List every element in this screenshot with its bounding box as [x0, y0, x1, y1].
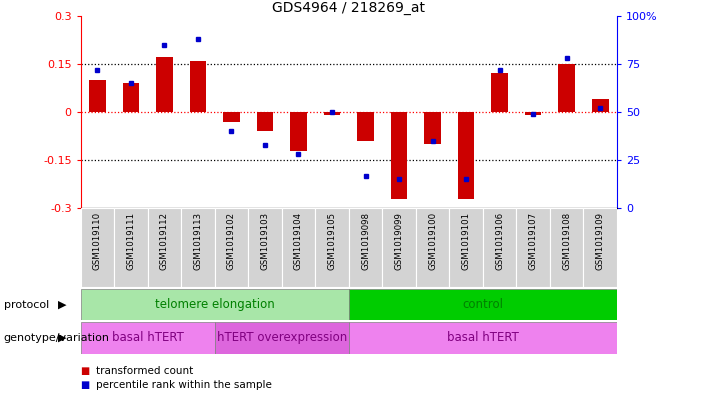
Bar [81, 322, 215, 354]
Text: GSM1019113: GSM1019113 [193, 212, 203, 270]
Bar [189, 61, 206, 112]
Text: GSM1019104: GSM1019104 [294, 212, 303, 270]
Bar [89, 80, 106, 112]
Bar [424, 112, 441, 144]
Text: GSM1019105: GSM1019105 [327, 212, 336, 270]
Text: GSM1019098: GSM1019098 [361, 212, 370, 270]
Bar [290, 112, 307, 151]
Bar [81, 289, 349, 320]
Bar [458, 112, 475, 198]
Bar [248, 208, 282, 287]
Text: genotype/variation: genotype/variation [4, 333, 109, 343]
Text: percentile rank within the sample: percentile rank within the sample [96, 380, 272, 390]
Text: basal hTERT: basal hTERT [447, 331, 519, 345]
Bar [382, 208, 416, 287]
Bar [357, 112, 374, 141]
Bar [114, 208, 148, 287]
Text: transformed count: transformed count [96, 366, 193, 376]
Text: GSM1019101: GSM1019101 [461, 212, 470, 270]
Bar [349, 289, 617, 320]
Bar [525, 112, 541, 115]
Text: protocol: protocol [4, 299, 49, 310]
Bar [449, 208, 483, 287]
Text: GSM1019100: GSM1019100 [428, 212, 437, 270]
Text: basal hTERT: basal hTERT [111, 331, 184, 345]
Bar [416, 208, 449, 287]
Text: GSM1019108: GSM1019108 [562, 212, 571, 270]
Bar [315, 208, 349, 287]
Bar [558, 64, 575, 112]
Bar [282, 208, 315, 287]
Text: ■: ■ [81, 366, 90, 376]
Text: GSM1019109: GSM1019109 [596, 212, 605, 270]
Bar [592, 99, 608, 112]
Bar [349, 322, 617, 354]
Bar [550, 208, 583, 287]
Bar [483, 208, 517, 287]
Bar [390, 112, 407, 198]
Bar [223, 112, 240, 121]
Text: GSM1019106: GSM1019106 [495, 212, 504, 270]
Bar [215, 322, 349, 354]
Text: GSM1019102: GSM1019102 [227, 212, 236, 270]
Text: GSM1019107: GSM1019107 [529, 212, 538, 270]
Bar [491, 73, 508, 112]
Text: ▶: ▶ [58, 333, 67, 343]
Text: GSM1019110: GSM1019110 [93, 212, 102, 270]
Text: GSM1019099: GSM1019099 [395, 212, 404, 270]
Bar [324, 112, 341, 115]
Text: GSM1019103: GSM1019103 [261, 212, 269, 270]
Bar [81, 208, 114, 287]
Text: GSM1019112: GSM1019112 [160, 212, 169, 270]
Bar [257, 112, 273, 131]
Title: GDS4964 / 218269_at: GDS4964 / 218269_at [272, 1, 426, 15]
Bar [156, 57, 172, 112]
Bar [517, 208, 550, 287]
Bar [181, 208, 215, 287]
Text: telomere elongation: telomere elongation [155, 298, 275, 311]
Text: ■: ■ [81, 380, 90, 390]
Bar [148, 208, 181, 287]
Bar [123, 83, 139, 112]
Text: control: control [463, 298, 503, 311]
Bar [215, 208, 248, 287]
Text: hTERT overexpression: hTERT overexpression [217, 331, 347, 345]
Bar [583, 208, 617, 287]
Bar [349, 208, 382, 287]
Text: GSM1019111: GSM1019111 [126, 212, 135, 270]
Text: ▶: ▶ [58, 299, 67, 310]
